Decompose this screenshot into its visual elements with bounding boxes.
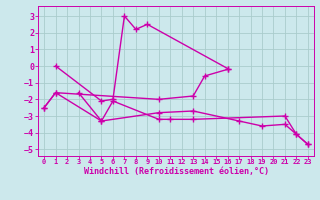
X-axis label: Windchill (Refroidissement éolien,°C): Windchill (Refroidissement éolien,°C) <box>84 167 268 176</box>
